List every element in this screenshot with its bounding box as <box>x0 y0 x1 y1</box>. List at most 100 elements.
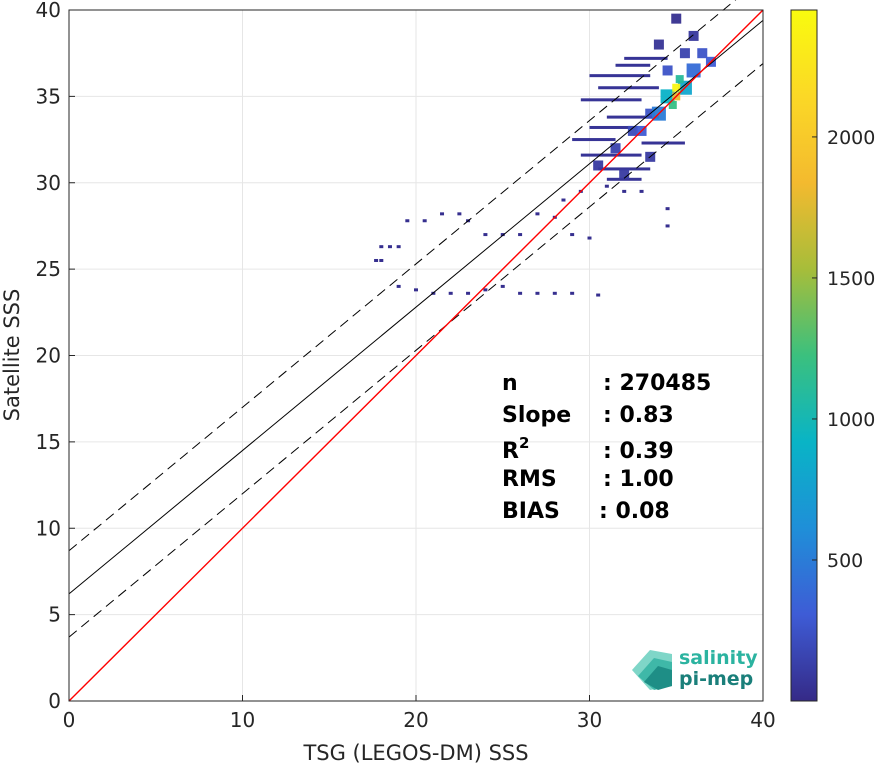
data-point <box>596 293 601 297</box>
data-point <box>396 284 401 288</box>
data-cell <box>653 39 664 50</box>
y-tick-label: 0 <box>48 689 61 713</box>
colorbar-tick-label: 1000 <box>827 409 875 431</box>
data-point <box>639 189 644 193</box>
reference-lines <box>68 0 764 702</box>
data-point <box>483 233 488 237</box>
data-streak <box>641 141 685 145</box>
data-point <box>414 288 418 292</box>
data-point <box>466 291 471 295</box>
colorbar <box>790 9 818 702</box>
salinity-pi-mep-logo: salinity pi-mep <box>632 647 758 690</box>
stat-value: : 0.08 <box>599 499 670 524</box>
x-tick-label: 10 <box>230 708 255 732</box>
data-cell <box>697 48 708 59</box>
data-streak <box>624 56 668 60</box>
data-point <box>622 189 627 193</box>
x-tick-label: 30 <box>577 708 602 732</box>
data-streak <box>606 115 659 119</box>
data-point <box>570 291 575 295</box>
data-point <box>552 291 557 295</box>
data-point <box>396 245 401 249</box>
y-axis-label: Satellite SSS <box>0 289 24 422</box>
data-point <box>665 224 670 228</box>
data-point <box>440 212 445 216</box>
y-tick-label: 5 <box>48 603 61 627</box>
data-point <box>374 258 379 262</box>
data-streak <box>606 177 642 181</box>
data-point <box>387 245 392 249</box>
colorbar-tick-label: 2000 <box>827 127 875 149</box>
y-tick-label: 35 <box>36 84 61 108</box>
x-axis-ticks: 0 10 20 30 40 <box>63 695 776 732</box>
data-cell <box>668 101 677 110</box>
x-axis-label: TSG (LEGOS-DM) SSS <box>302 741 528 765</box>
data-cell <box>675 75 684 84</box>
y-tick-label: 25 <box>36 257 61 281</box>
data-streak <box>615 63 651 67</box>
data-point <box>570 233 575 237</box>
data-cell <box>688 30 699 41</box>
data-point <box>561 198 566 202</box>
data-point <box>518 233 523 237</box>
data-cell <box>593 160 604 171</box>
upper-envelope-line <box>68 0 737 552</box>
data-point <box>500 284 505 288</box>
lower-envelope-line <box>68 63 764 638</box>
data-cell <box>660 89 675 104</box>
logo-mark-icon <box>632 650 672 690</box>
y-tick-label: 20 <box>36 344 61 368</box>
data-point <box>457 212 462 216</box>
stat-value: : 270485 <box>603 371 711 396</box>
data-cell <box>627 125 638 136</box>
data-point <box>379 245 384 249</box>
y-axis-ticks: 0 5 10 15 20 25 30 35 40 <box>36 0 75 713</box>
data-cell <box>679 48 690 59</box>
data-cell <box>610 143 621 154</box>
data-point <box>500 233 505 237</box>
y-tick-label: 15 <box>36 430 61 454</box>
stat-label: Slope <box>502 403 571 428</box>
data-streak <box>572 138 616 142</box>
y-tick-label: 30 <box>36 171 61 195</box>
colorbar-tick-label: 500 <box>827 550 863 572</box>
data-streak <box>598 167 651 171</box>
data-point <box>422 219 427 223</box>
data-cell <box>672 83 681 92</box>
data-point <box>587 236 592 240</box>
data-point <box>535 212 540 216</box>
data-point <box>405 219 410 223</box>
data-streak <box>589 74 651 78</box>
stat-superscript: 2 <box>519 434 529 452</box>
colorbar-ticks: 500 1000 1500 2000 <box>812 127 875 572</box>
stat-value: : 1.00 <box>603 467 674 492</box>
data-point <box>665 207 670 211</box>
logo-line-2: pi-mep <box>679 668 753 690</box>
data-point <box>518 291 523 295</box>
identity-line <box>68 9 764 702</box>
regression-line <box>68 19 764 595</box>
data-streak <box>589 125 633 129</box>
x-tick-label: 20 <box>403 708 428 732</box>
data-point <box>448 291 453 295</box>
data-streak <box>580 153 642 157</box>
stat-value: : 0.39 <box>603 439 674 464</box>
logo-line-1: salinity <box>679 647 758 669</box>
stat-label: n <box>502 371 518 396</box>
data-cell <box>619 169 630 180</box>
data-cell <box>662 65 673 76</box>
stat-value: : 0.83 <box>603 403 674 428</box>
y-tick-label: 40 <box>36 0 61 22</box>
data-point <box>604 184 609 188</box>
data-cell <box>671 13 682 24</box>
y-tick-label: 10 <box>36 516 61 540</box>
data-point <box>379 258 384 262</box>
x-tick-label: 40 <box>750 708 775 732</box>
data-point <box>535 291 540 295</box>
x-tick-label: 0 <box>63 708 76 732</box>
data-streak <box>580 98 642 102</box>
data-cell <box>686 63 701 78</box>
